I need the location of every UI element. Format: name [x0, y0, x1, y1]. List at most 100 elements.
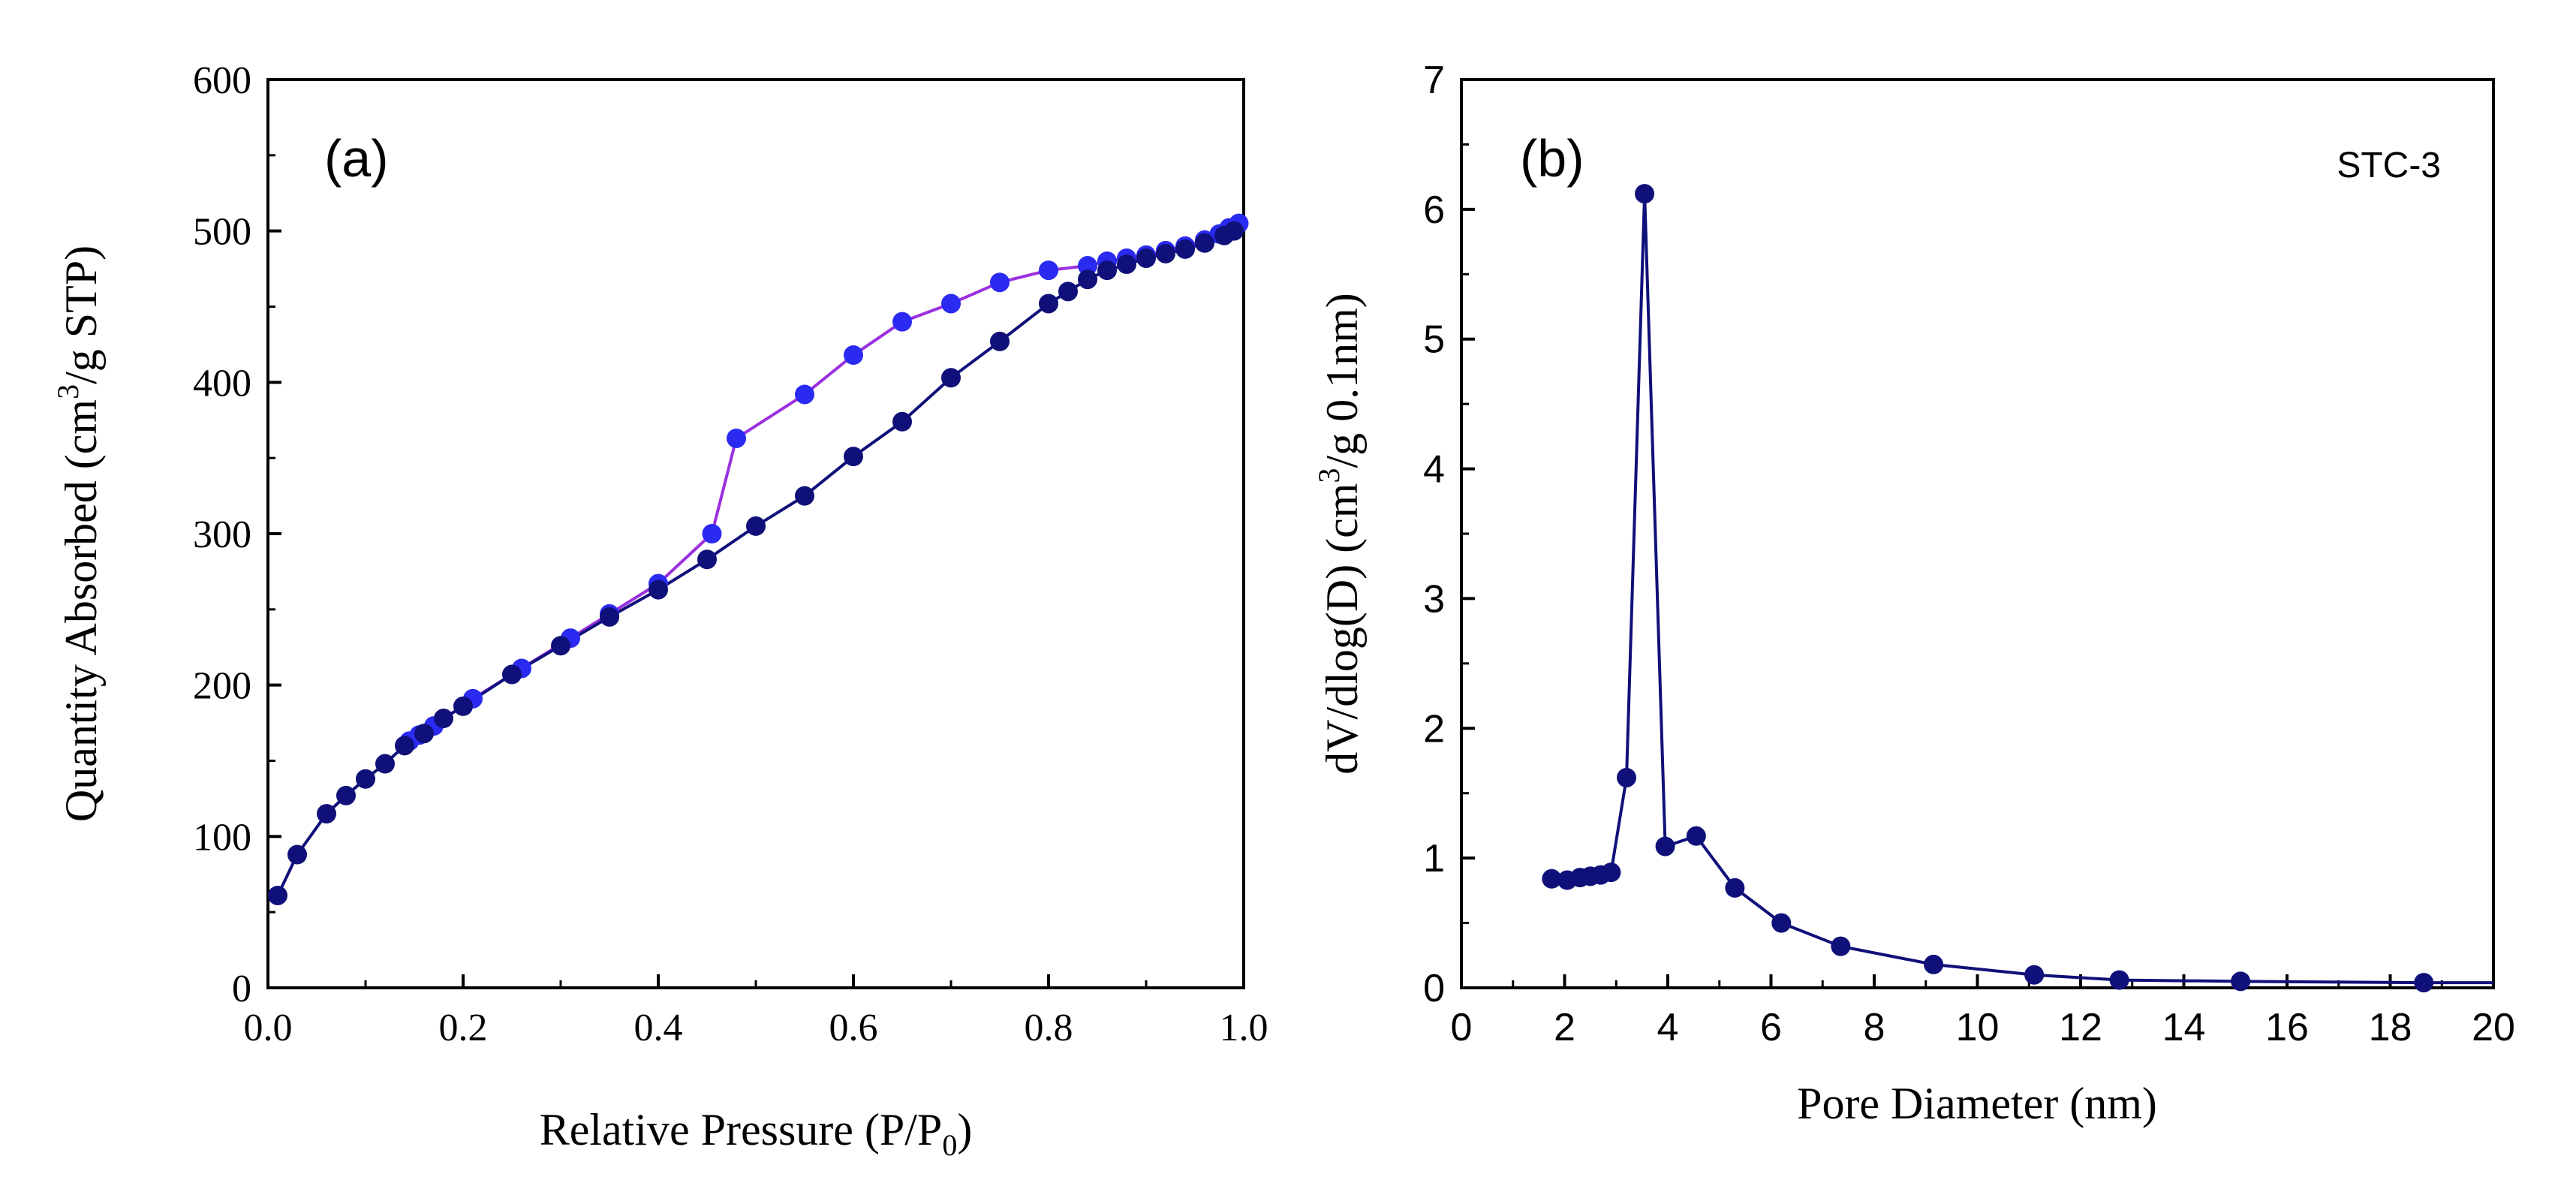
adsorption-point: [434, 709, 453, 729]
adsorption-point: [795, 486, 814, 506]
chart-a-x-axis-label-subscript: 0: [942, 1128, 957, 1162]
adsorption-point: [1136, 248, 1156, 268]
desorption-point: [1039, 260, 1058, 281]
adsorption-point: [268, 885, 287, 905]
adsorption-point: [600, 607, 619, 627]
adsorption-point: [892, 411, 912, 432]
chart-a-y-tick-label: 400: [193, 362, 251, 405]
chart-a-x-tick-label: 0.2: [439, 1007, 488, 1049]
adsorption-point: [1097, 260, 1117, 281]
chart-b-x-tick-label: 4: [1657, 1006, 1679, 1049]
chart-b-y-axis-label-main: dV/dlog(D) (cm: [1317, 483, 1367, 775]
adsorption-point: [317, 804, 336, 824]
chart-b-x-axis-label: Pore Diameter (nm): [1797, 1079, 2157, 1128]
desorption-point: [941, 293, 961, 314]
chart-b-y-tick-label: 7: [1423, 59, 1445, 102]
chart-b-y-tick-label: 6: [1423, 188, 1445, 232]
adsorption-point: [356, 769, 375, 789]
chart-a-x-tick-label: 0.4: [634, 1007, 683, 1049]
chart-b-y-tick-label: 4: [1423, 448, 1445, 492]
chart-b-y-tick-label: 0: [1423, 967, 1445, 1010]
psd-point: [1542, 868, 1562, 889]
adsorption-point: [336, 785, 356, 805]
adsorption-point: [287, 844, 307, 865]
adsorption-point: [551, 636, 570, 656]
chart-a-y-tick-label: 500: [193, 211, 251, 254]
chart-a-x-axis-label-close: ): [957, 1105, 972, 1154]
chart-a-x-tick-label: 0.6: [829, 1007, 878, 1049]
chart-b-panel-label: (b): [1520, 129, 1584, 188]
psd-point: [1771, 913, 1792, 933]
adsorption-point: [1224, 221, 1244, 241]
psd-point: [1725, 877, 1745, 898]
psd-line: [1551, 194, 2493, 985]
chart-a-y-tick-label: 300: [193, 513, 251, 556]
chart-b-x-tick-label: 6: [1760, 1006, 1782, 1049]
adsorption-point: [1117, 254, 1136, 275]
chart-a-y-axis-label-close: /g STP): [56, 245, 106, 384]
chart-b-y-tick-label: 2: [1423, 707, 1445, 751]
psd-point: [1686, 826, 1706, 846]
adsorption-point: [453, 696, 473, 716]
chart-a-y-tick-label: 100: [193, 816, 251, 859]
chart-a-y-axis-label-main: Quantity Absorbed (cm: [56, 399, 106, 822]
adsorption-point: [395, 736, 414, 756]
chart-b-series: [1542, 184, 2493, 993]
adsorption-point: [1039, 293, 1058, 314]
chart-b-x-tick-label: 14: [2162, 1006, 2206, 1049]
chart-a-y-tick-label: 0: [232, 968, 251, 1010]
chart-b-x-tick-label: 2: [1554, 1006, 1575, 1049]
chart-b-x-tick-label: 10: [1956, 1006, 2000, 1049]
chart-a-series: [268, 213, 1249, 905]
desorption-line: [408, 221, 1240, 742]
chart-b-x-tick-label: 20: [2472, 1006, 2515, 1049]
adsorption-point: [414, 724, 434, 744]
adsorption-point: [1175, 239, 1195, 259]
chart-a-ticks: 0.0 0.2 0.4 0.6 0.8 1.0 0 100 200 300 400 500 600: [193, 59, 1268, 1049]
adsorption-point: [649, 579, 668, 600]
adsorption-point: [844, 447, 863, 467]
chart-b-sample-annotation: STC-3: [2337, 146, 2441, 185]
adsorption-point: [375, 754, 395, 774]
adsorption-point: [1156, 243, 1175, 263]
chart-a: 0.0 0.2 0.4 0.6 0.8 1.0 0 100 200 300 400 500 600 (a…: [51, 59, 1268, 1162]
adsorption-point: [1195, 233, 1214, 253]
desorption-point: [1078, 256, 1097, 276]
desorption-point: [990, 272, 1010, 293]
chart-b-y-tick-label: 5: [1423, 318, 1445, 362]
chart-a-x-tick-label: 0.8: [1025, 1007, 1073, 1049]
adsorption-point: [502, 664, 522, 685]
chart-a-x-tick-label: 0.0: [244, 1007, 293, 1049]
psd-point: [1617, 767, 1636, 787]
psd-point: [2024, 965, 2045, 985]
psd-point: [1655, 836, 1675, 856]
adsorption-point: [746, 516, 766, 536]
chart-b-y-axis-label: dV/dlog(D) (cm3/g 0.1nm): [1312, 293, 1367, 775]
psd-point: [1601, 862, 1621, 883]
chart-b-y-tick-label: 3: [1423, 577, 1445, 621]
desorption-point: [795, 384, 814, 405]
adsorption-line: [276, 229, 1235, 896]
chart-a-x-axis-label: Relative Pressure (P/P0): [540, 1105, 973, 1162]
psd-point: [2231, 971, 2251, 992]
psd-point: [2414, 973, 2434, 993]
chart-a-y-tick-label: 200: [193, 665, 251, 708]
desorption-point: [727, 428, 746, 448]
desorption-point: [844, 345, 863, 366]
psd-point: [2109, 970, 2129, 990]
chart-b-y-axis-label-close: /g 0.1nm): [1317, 293, 1367, 468]
chart-b-y-axis-label-superscript: 3: [1312, 468, 1346, 483]
desorption-point: [892, 312, 912, 332]
adsorption-point: [941, 368, 961, 388]
psd-point: [1924, 954, 1944, 974]
chart-b-x-tick-label: 8: [1864, 1006, 1885, 1049]
psd-point: [1635, 184, 1655, 204]
chart-b-y-tick-label: 1: [1423, 837, 1445, 880]
chart-a-y-axis-label-superscript: 3: [51, 384, 85, 399]
psd-point: [1831, 936, 1851, 956]
chart-b-x-tick-label: 16: [2265, 1006, 2309, 1049]
chart-a-x-axis-label-main: Relative Pressure (P/P: [540, 1105, 943, 1154]
